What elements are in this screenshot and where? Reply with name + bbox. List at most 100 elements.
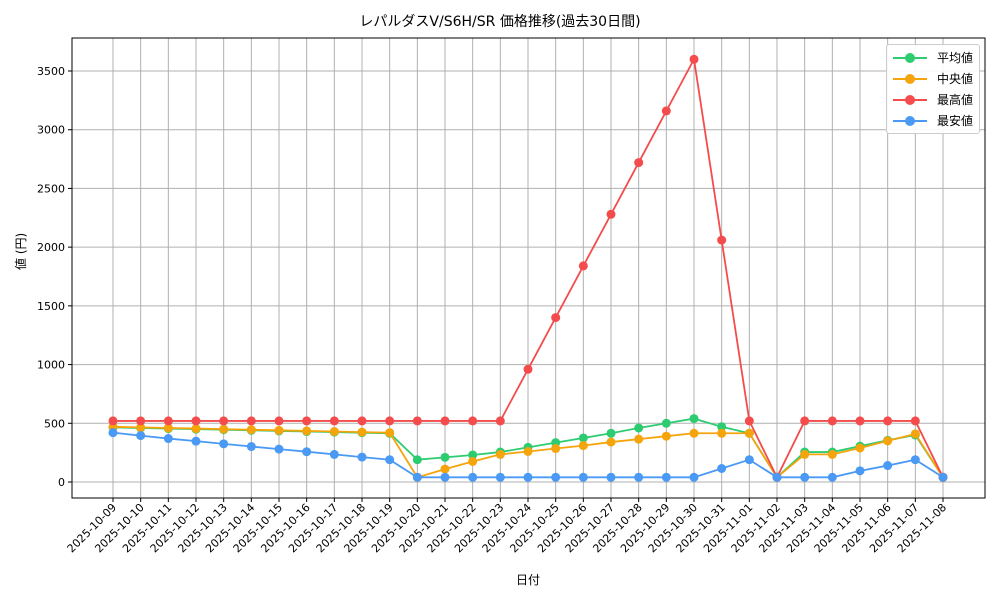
data-point (219, 416, 229, 426)
data-point (827, 416, 837, 426)
legend-item-median: 中央値 (887, 68, 979, 89)
y-tick-label: 1500 (37, 300, 65, 313)
data-point (163, 434, 173, 444)
data-point (246, 425, 256, 435)
y-tick-label: 500 (44, 417, 65, 430)
data-point (661, 472, 671, 482)
data-point (495, 472, 505, 482)
data-point (440, 452, 450, 462)
legend-marker-icon (893, 94, 927, 106)
data-point (606, 209, 616, 219)
data-point (800, 449, 810, 459)
legend-label: 中央値 (937, 72, 974, 86)
data-point (551, 472, 561, 482)
data-point (551, 313, 561, 323)
data-point (219, 439, 229, 449)
data-point (855, 416, 865, 426)
data-point (302, 447, 312, 457)
data-point (578, 261, 588, 271)
legend-marker-icon (893, 52, 927, 64)
legend-item-average: 平均値 (887, 47, 979, 68)
data-point (661, 106, 671, 116)
data-point (329, 416, 339, 426)
data-point (910, 429, 920, 439)
data-point (412, 455, 422, 465)
data-point (800, 416, 810, 426)
data-point (606, 437, 616, 447)
data-point (606, 472, 616, 482)
data-point (302, 416, 312, 426)
y-tick-label: 0 (58, 476, 65, 489)
data-point (191, 416, 201, 426)
data-point (744, 428, 754, 438)
data-point (689, 472, 699, 482)
data-point (136, 416, 146, 426)
data-point (163, 423, 173, 433)
data-point (717, 428, 727, 438)
legend-label: 平均値 (937, 51, 974, 65)
data-point (717, 235, 727, 245)
y-tick-label: 1000 (37, 359, 65, 372)
data-point (108, 428, 118, 438)
data-point (163, 416, 173, 426)
data-point (385, 416, 395, 426)
data-point (274, 416, 284, 426)
legend: 平均値 中央値 最高値 最安値 (886, 44, 980, 134)
data-point (136, 422, 146, 432)
data-point (634, 434, 644, 444)
data-point (634, 423, 644, 433)
data-point (606, 428, 616, 438)
data-point (578, 441, 588, 451)
data-point (634, 472, 644, 482)
y-tick-label: 3000 (37, 124, 65, 137)
legend-label: 最高値 (937, 93, 974, 107)
data-point (661, 431, 671, 441)
data-point (468, 456, 478, 466)
legend-marker-icon (893, 73, 927, 85)
data-point (191, 436, 201, 446)
data-point (357, 416, 367, 426)
legend-item-max: 最高値 (887, 89, 979, 110)
data-point (191, 424, 201, 434)
data-point (246, 416, 256, 426)
chart-title: レパルダスV/S6H/SR 価格推移(過去30日間) (359, 14, 641, 30)
data-point (910, 416, 920, 426)
data-point (855, 466, 865, 476)
data-point (329, 449, 339, 459)
data-point (495, 416, 505, 426)
data-point (744, 455, 754, 465)
y-tick-label: 3500 (37, 65, 65, 78)
data-point (717, 463, 727, 473)
x-axis-label: 日付 (515, 573, 540, 587)
data-point (744, 416, 754, 426)
data-point (800, 472, 810, 482)
data-point (578, 433, 588, 443)
legend-item-min: 最安値 (887, 110, 979, 131)
data-point (661, 418, 671, 428)
data-point (855, 443, 865, 453)
legend-marker-icon (893, 115, 927, 127)
data-point (495, 449, 505, 459)
data-point (523, 472, 533, 482)
data-point (357, 452, 367, 462)
data-point (883, 436, 893, 446)
legend-label: 最安値 (937, 114, 974, 128)
data-point (440, 472, 450, 482)
data-point (634, 158, 644, 168)
data-point (827, 472, 837, 482)
y-tick-label: 2500 (37, 182, 65, 195)
data-point (523, 364, 533, 374)
data-point (412, 416, 422, 426)
data-point (578, 472, 588, 482)
data-point (689, 428, 699, 438)
data-point (689, 54, 699, 64)
data-point (274, 425, 284, 435)
data-point (468, 416, 478, 426)
data-point (219, 424, 229, 434)
data-point (910, 455, 920, 465)
data-point (412, 472, 422, 482)
data-point (357, 427, 367, 437)
data-point (938, 472, 948, 482)
